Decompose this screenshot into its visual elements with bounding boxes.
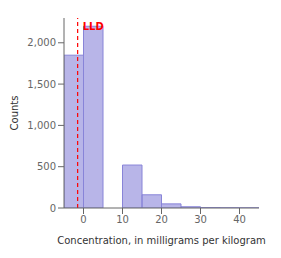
svg-text:20: 20: [155, 214, 168, 225]
svg-text:500: 500: [37, 161, 56, 172]
svg-text:10: 10: [116, 214, 129, 225]
svg-text:0: 0: [50, 203, 56, 214]
svg-text:2,000: 2,000: [27, 37, 56, 48]
svg-text:40: 40: [233, 214, 246, 225]
svg-text:1,000: 1,000: [27, 120, 56, 131]
svg-text:Concentration, in milligrams p: Concentration, in milligrams per kilogra…: [57, 235, 266, 246]
svg-text:1,500: 1,500: [27, 79, 56, 90]
svg-text:0: 0: [80, 214, 86, 225]
svg-text:LLD: LLD: [83, 21, 104, 32]
svg-text:Counts: Counts: [9, 96, 20, 131]
svg-text:30: 30: [194, 214, 207, 225]
